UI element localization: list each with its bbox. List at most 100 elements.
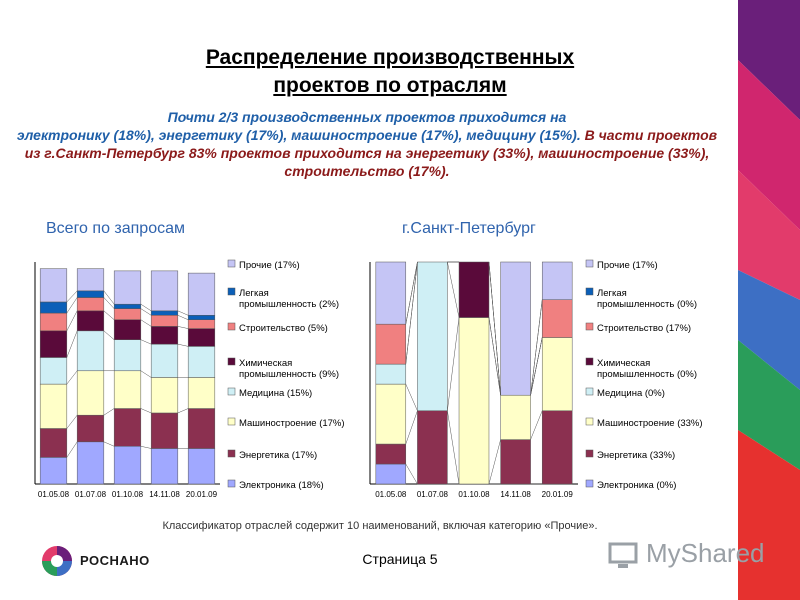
legend-label: Химическая: [239, 358, 292, 369]
series-connector: [530, 299, 543, 396]
legend-swatch: [585, 479, 594, 488]
legend-swatch: [227, 259, 236, 268]
bar-segment-1-5-3: [187, 377, 216, 409]
chart-1-title: Всего по запросам: [46, 220, 185, 237]
legend-swatch: [227, 449, 236, 458]
series-connector: [140, 308, 152, 316]
legend-label: Легкая: [239, 288, 269, 299]
legend-swatch: [585, 417, 594, 426]
series-connector: [140, 370, 152, 378]
x-tick-label: 20.01.09: [186, 490, 218, 499]
bar-segment-1-4-5: [150, 326, 179, 345]
series-connector: [177, 408, 189, 414]
series-connector: [66, 441, 78, 458]
series-connector: [140, 339, 152, 345]
bar-segment-1-4-1: [150, 448, 179, 485]
bar-segment-1-1-3: [39, 383, 68, 429]
legend-label: Энергетика (33%): [597, 450, 675, 461]
x-tick-label: 01.07.08: [417, 490, 449, 499]
bar-segment-1-3-3: [113, 370, 142, 409]
watermark-text: MyShared: [646, 538, 765, 568]
series-connector: [488, 439, 501, 485]
x-tick-label: 14.11.08: [500, 490, 531, 499]
bar-segment-1-1-6: [39, 312, 68, 332]
summary-red: В части проектов из г.Санкт-Петербург 83…: [24, 127, 718, 179]
page-number: Страница 5: [362, 551, 438, 567]
bar-segment-1-1-4: [39, 357, 68, 385]
legend-label: Медицина (15%): [239, 388, 312, 399]
title-line-1: Распределение производственных: [205, 46, 575, 69]
legend-swatch: [585, 322, 594, 331]
bar-segment-1-2-7: [76, 290, 105, 298]
bar-segment-2-4-3: [500, 394, 531, 440]
bar-segment-1-5-4: [187, 346, 216, 378]
legend-label: промышленность (0%): [597, 369, 697, 380]
series-connector: [66, 310, 78, 331]
bar-segment-1-4-4: [150, 343, 179, 378]
bar-segment-1-2-4: [76, 330, 105, 372]
bar-segment-2-5-2: [541, 410, 573, 485]
bar-segment-1-3-7: [113, 303, 142, 309]
series-connector: [530, 337, 543, 396]
series-connector: [103, 330, 115, 340]
bar-segment-2-1-2: [375, 443, 407, 465]
bar-segment-1-3-6: [113, 308, 142, 320]
series-connector: [405, 383, 418, 411]
series-connector: [447, 317, 460, 411]
bar-segment-1-5-6: [187, 319, 216, 329]
bar-segment-1-1-1: [39, 457, 68, 485]
series-connector: [488, 317, 501, 396]
series-connector: [66, 290, 78, 303]
bar-segment-1-2-3: [76, 370, 105, 416]
series-connector: [177, 343, 189, 347]
series-connector: [405, 410, 418, 445]
legend-label: Машиностроение (17%): [239, 418, 345, 429]
bar-segment-2-3-5: [458, 261, 490, 318]
bar-segment-1-3-2: [113, 408, 142, 447]
legend-swatch: [585, 357, 594, 366]
summary-line-1: Почти 2/3 производственных проектов прих…: [167, 109, 567, 125]
bar-segment-1-2-8: [76, 268, 105, 292]
series-connector: [140, 319, 152, 327]
series-connector: [530, 410, 543, 440]
series-connector: [140, 303, 152, 312]
series-connector: [66, 370, 78, 385]
series-connector: [140, 408, 152, 414]
bar-segment-2-4-2: [500, 439, 531, 485]
legend-swatch: [227, 387, 236, 396]
legend-label: Энергетика (17%): [239, 450, 317, 461]
series-connector: [177, 310, 189, 316]
series-connector: [103, 441, 115, 447]
bar-segment-1-2-1: [76, 441, 105, 485]
legend-swatch: [585, 259, 594, 268]
legend-swatch: [227, 357, 236, 366]
x-tick-label: 01.05.08: [38, 490, 70, 499]
legend-label: Химическая: [597, 358, 650, 369]
bar-segment-1-4-3: [150, 377, 179, 414]
series-connector: [405, 261, 418, 325]
bar-segment-1-4-8: [150, 270, 179, 312]
series-connector: [103, 408, 115, 416]
decorative-stripe: [738, 0, 800, 600]
legend-swatch: [227, 287, 236, 296]
bar-segment-2-1-1: [375, 463, 407, 485]
rosnano-logo: [42, 546, 72, 576]
bar-segment-2-1-8: [375, 261, 407, 325]
legend-label: промышленность (2%): [239, 299, 339, 310]
footnote: Классификатор отраслей содержит 10 наиме…: [162, 520, 598, 532]
bar-segment-1-5-8: [187, 272, 216, 316]
bar-segment-2-2-4: [417, 261, 448, 411]
bar-segment-2-5-6: [541, 299, 573, 338]
bar-segment-1-2-2: [76, 414, 105, 443]
legend-label: Строительство (5%): [239, 323, 328, 334]
legend-swatch: [227, 322, 236, 331]
bar-segment-2-2-2: [417, 410, 448, 485]
series-connector: [66, 297, 78, 314]
bar-segment-1-5-2: [187, 408, 216, 449]
slide-title: Распределение производственных проектов …: [100, 44, 680, 100]
legend-swatch: [585, 287, 594, 296]
legend-label: Электроника (0%): [597, 480, 676, 491]
series-connector: [405, 463, 418, 485]
legend-label: Легкая: [597, 288, 627, 299]
